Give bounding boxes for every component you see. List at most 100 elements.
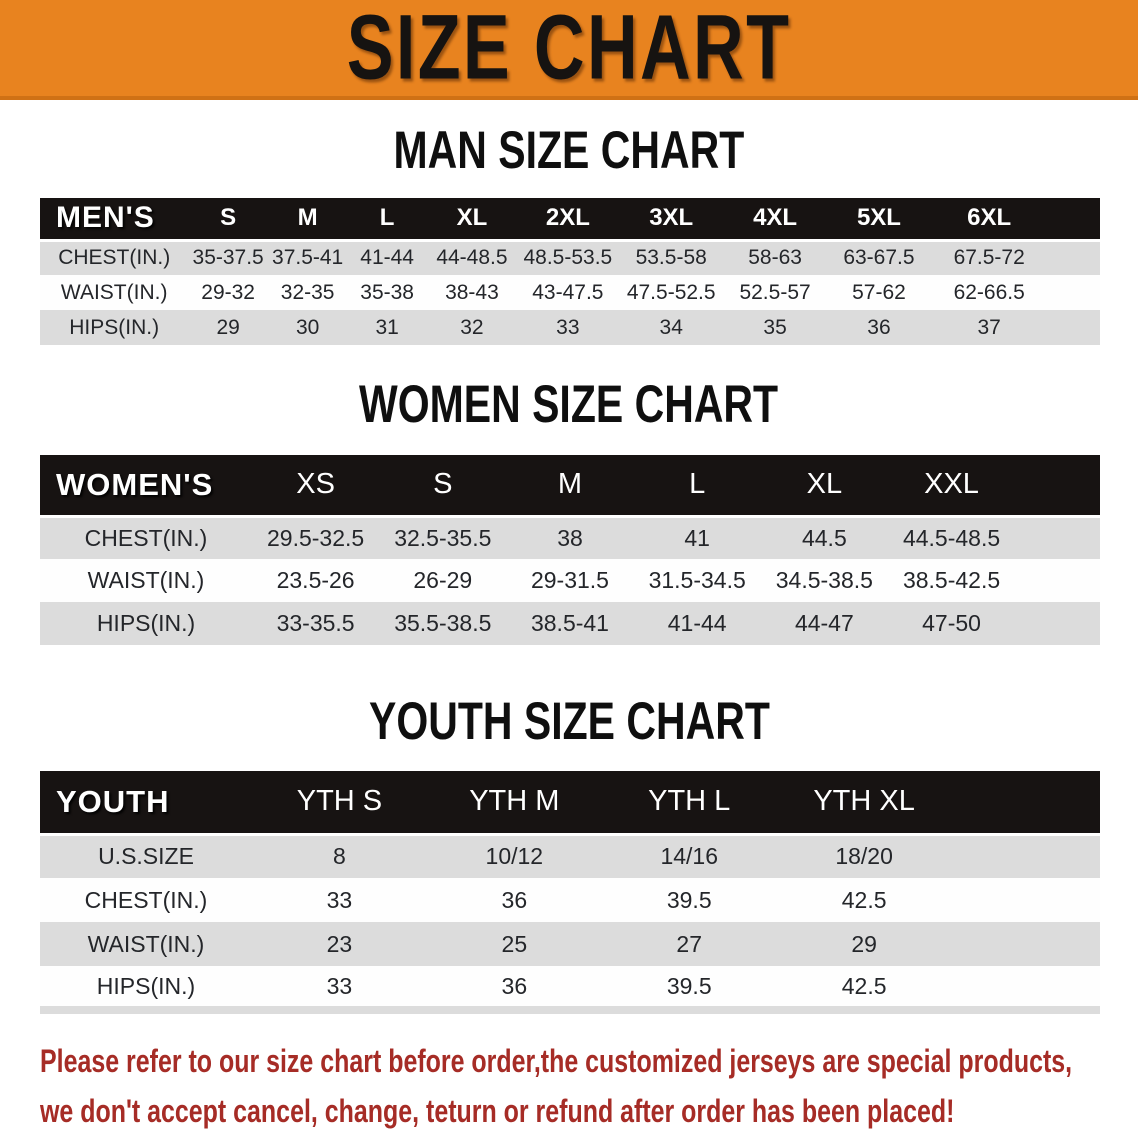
value-cell: 37.5-41 — [267, 240, 348, 275]
table-row: CHEST(IN.) 35-37.5 37.5-41 41-44 44-48.5 48.5… — [40, 240, 1100, 275]
value-cell: 39.5 — [601, 878, 777, 922]
size-column-header: YTH S — [252, 771, 427, 836]
value-cell: 43-47.5 — [516, 275, 619, 310]
value-cell: 23.5-26 — [252, 559, 380, 602]
value-cell: 44-48.5 — [426, 240, 517, 275]
value-cell: 47-50 — [887, 602, 1016, 645]
spacer-cell — [1015, 559, 1100, 602]
value-cell: 14/16 — [601, 834, 777, 878]
size-column-header: YTH XL — [776, 771, 952, 836]
value-cell: 35.5-38.5 — [379, 602, 507, 645]
spacer-cell — [1015, 455, 1100, 518]
value-cell: 29-32 — [188, 275, 268, 310]
disclaimer-text: Please refer to our size chart before or… — [40, 1036, 1138, 1136]
value-cell: 29-31.5 — [506, 559, 634, 602]
table-row: CHEST(IN.) 29.5-32.5 32.5-35.5 38 41 44.5 44.5… — [40, 516, 1100, 559]
women-table-body: CHEST(IN.) 29.5-32.5 32.5-35.5 38 41 44.5 44.5… — [40, 516, 1100, 645]
size-column-header: 2XL — [516, 198, 619, 242]
size-column-header: 3XL — [618, 198, 724, 242]
youth-section-heading: YOUTH SIZE CHART — [0, 691, 1138, 751]
men-section-heading: MAN SIZE CHART — [0, 120, 1138, 180]
table-row: WAIST(IN.) 23 25 27 29 — [40, 922, 1100, 966]
value-cell: 41 — [633, 516, 761, 559]
value-cell: 34.5-38.5 — [760, 559, 888, 602]
value-cell: 31 — [347, 310, 427, 345]
size-chart-banner: SIZE CHART — [0, 0, 1138, 100]
size-column-header: M — [506, 455, 634, 518]
youth-table-header: YOUTH YTH S YTH M YTH L YTH XL — [40, 771, 1100, 836]
row-label: WAIST(IN.) — [40, 922, 252, 966]
size-column-header: L — [347, 198, 427, 242]
value-cell: 35-37.5 — [188, 240, 268, 275]
value-cell: 35-38 — [347, 275, 427, 310]
value-cell: 33 — [516, 310, 619, 345]
value-cell: 29.5-32.5 — [252, 516, 380, 559]
youth-table-body: U.S.SIZE 8 10/12 14/16 18/20 CHEST(IN.) 33 36 39… — [40, 834, 1100, 1014]
value-cell: 33 — [252, 966, 427, 1014]
value-cell: 38-43 — [426, 275, 517, 310]
value-cell: 32.5-35.5 — [379, 516, 507, 559]
men-section-heading-text: MAN SIZE CHART — [393, 120, 745, 180]
row-label: U.S.SIZE — [40, 834, 252, 878]
size-header-row: MEN'S S M L XL 2XL 3XL 4XL 5XL 6XL — [40, 198, 1100, 242]
women-size-table-container: WOMEN'S XS S M L XL XXL CHEST(IN.) 29.5-32.5 32.… — [40, 455, 1100, 645]
youth-section-heading-text: YOUTH SIZE CHART — [368, 691, 770, 751]
row-label: WAIST(IN.) — [40, 275, 189, 310]
size-column-header: XXL — [887, 455, 1016, 518]
table-row: WAIST(IN.) 23.5-26 26-29 29-31.5 31.5-34.5 34… — [40, 559, 1100, 602]
row-label: HIPS(IN.) — [40, 602, 253, 645]
size-column-header: 5XL — [826, 198, 932, 242]
value-cell: 41-44 — [633, 602, 761, 645]
size-column-header: S — [379, 455, 507, 518]
value-cell: 26-29 — [379, 559, 507, 602]
value-cell: 25 — [426, 922, 602, 966]
value-cell: 36 — [426, 878, 602, 922]
table-row: HIPS(IN.) 33 36 39.5 42.5 — [40, 966, 1100, 1014]
value-cell: 52.5-57 — [723, 275, 827, 310]
banner-title: SIZE CHART — [346, 0, 792, 99]
row-label: CHEST(IN.) — [40, 516, 253, 559]
size-header-row: YOUTH YTH S YTH M YTH L YTH XL — [40, 771, 1100, 836]
table-row: HIPS(IN.) 33-35.5 35.5-38.5 38.5-41 41-44 44-… — [40, 602, 1100, 645]
row-label: HIPS(IN.) — [40, 310, 189, 345]
value-cell: 48.5-53.5 — [516, 240, 619, 275]
value-cell: 41-44 — [347, 240, 427, 275]
value-cell: 44.5 — [760, 516, 888, 559]
value-cell: 42.5 — [776, 878, 952, 922]
value-cell: 53.5-58 — [618, 240, 724, 275]
value-cell: 27 — [601, 922, 777, 966]
men-size-table: MEN'S S M L XL 2XL 3XL 4XL 5XL 6XL CHEST(IN.) 35-3… — [40, 198, 1100, 345]
value-cell: 34 — [618, 310, 724, 345]
value-cell: 38 — [506, 516, 634, 559]
size-column-header: XL — [760, 455, 888, 518]
value-cell: 8 — [252, 834, 427, 878]
value-cell: 33-35.5 — [252, 602, 380, 645]
spacer-cell — [1046, 275, 1100, 310]
value-cell: 10/12 — [426, 834, 602, 878]
value-cell: 31.5-34.5 — [633, 559, 761, 602]
size-column-header: 4XL — [723, 198, 827, 242]
value-cell: 32-35 — [267, 275, 348, 310]
value-cell: 37 — [931, 310, 1047, 345]
women-table-header: WOMEN'S XS S M L XL XXL — [40, 455, 1100, 518]
spacer-cell — [1046, 310, 1100, 345]
value-cell: 38.5-41 — [506, 602, 634, 645]
women-section-heading: WOMEN SIZE CHART — [0, 374, 1138, 434]
women-section-heading-text: WOMEN SIZE CHART — [359, 374, 779, 434]
table-row: HIPS(IN.) 29 30 31 32 33 34 35 36 37 — [40, 310, 1100, 345]
value-cell: 63-67.5 — [826, 240, 932, 275]
value-cell: 47.5-52.5 — [618, 275, 724, 310]
row-label: CHEST(IN.) — [40, 240, 189, 275]
value-cell: 29 — [776, 922, 952, 966]
row-label: WAIST(IN.) — [40, 559, 253, 602]
spacer-cell — [951, 878, 1100, 922]
value-cell: 36 — [826, 310, 932, 345]
spacer-cell — [951, 922, 1100, 966]
row-label: CHEST(IN.) — [40, 878, 252, 922]
value-cell: 32 — [426, 310, 517, 345]
spacer-cell — [1046, 198, 1100, 242]
value-cell: 35 — [723, 310, 827, 345]
disclaimer-line-2: we don't accept cancel, change, teturn o… — [40, 1093, 955, 1129]
size-column-header: M — [267, 198, 348, 242]
size-column-header: XL — [426, 198, 517, 242]
